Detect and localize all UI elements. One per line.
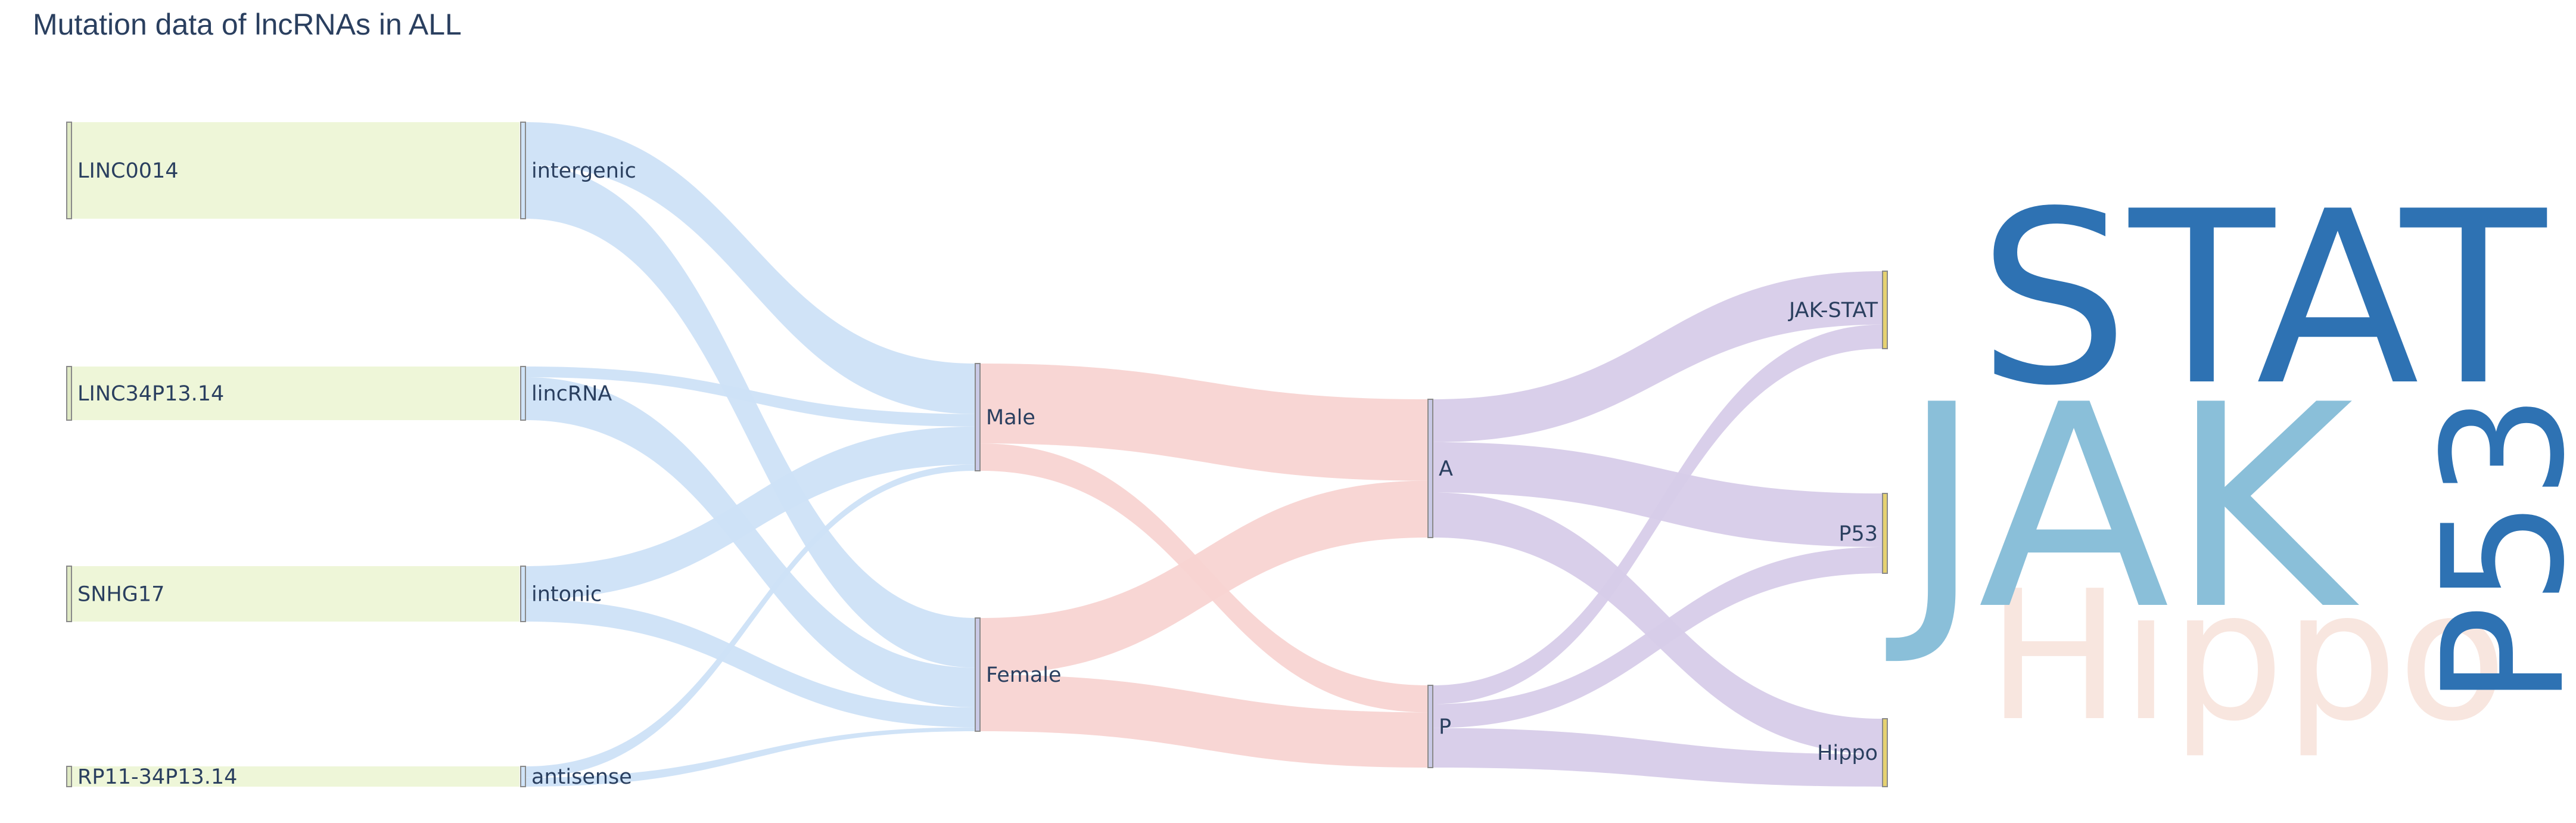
node-P53[interactable]: [1882, 493, 1888, 574]
node-Hippo[interactable]: [1882, 718, 1888, 787]
source-band-SNHG17: [67, 566, 519, 622]
link-A-to-JAK-STAT[interactable]: [1433, 271, 1883, 442]
node-LINC34P13.14[interactable]: [66, 366, 72, 421]
node-label-SNHG17: SNHG17: [77, 583, 164, 607]
node-intonic[interactable]: [520, 566, 526, 622]
node-P[interactable]: [1427, 685, 1433, 768]
wordcloud-word-hippo: Hippo: [1987, 552, 2507, 760]
node-LINC0014[interactable]: [66, 122, 72, 219]
link-Female-to-P[interactable]: [980, 675, 1428, 768]
wordcloud-word-stat: STAT: [1978, 161, 2550, 438]
node-label-P53: P53: [1838, 522, 1878, 546]
link-Female-to-A[interactable]: [980, 480, 1428, 675]
chart-title: Mutation data of lncRNAs in ALL: [33, 8, 462, 41]
link-antisense-to-Male[interactable]: [525, 464, 975, 778]
node-label-antisense: antisense: [531, 765, 632, 789]
node-antisense[interactable]: [520, 766, 526, 787]
source-band-LINC0014: [67, 122, 519, 219]
node-label-RP11-34P13.14: RP11-34P13.14: [77, 765, 237, 789]
node-label-JAK-STAT: JAK-STAT: [1788, 299, 1878, 322]
node-Female[interactable]: [975, 617, 981, 732]
link-intonic-to-Male[interactable]: [525, 426, 975, 600]
node-SNHG17[interactable]: [66, 566, 72, 622]
wordcloud-word-jak: JAK: [1883, 345, 2362, 671]
node-label-Female: Female: [986, 663, 1062, 687]
node-A[interactable]: [1427, 399, 1433, 538]
node-intergenic[interactable]: [520, 122, 526, 219]
link-P-to-JAK-STAT[interactable]: [1433, 324, 1883, 704]
node-label-Hippo: Hippo: [1817, 741, 1878, 765]
node-label-intonic: intonic: [531, 583, 602, 607]
link-P-to-P53[interactable]: [1433, 546, 1883, 728]
link-lincRNA-to-Female[interactable]: [525, 377, 975, 707]
node-lincRNA[interactable]: [520, 366, 526, 421]
sankey-links: [525, 122, 1883, 787]
sankey-node-labels: LINC0014 LINC34P13.14 SNHG17 RP11-34P13.14 i…: [77, 159, 1878, 789]
source-band-LINC34P13.14: [67, 367, 519, 420]
node-label-LINC34P13.14: LINC34P13.14: [77, 382, 224, 406]
node-label-lincRNA: lincRNA: [531, 382, 612, 406]
link-Male-to-A[interactable]: [980, 364, 1428, 481]
link-P-to-Hippo[interactable]: [1433, 728, 1883, 787]
link-A-to-P53[interactable]: [1433, 442, 1883, 547]
node-JAK-STAT[interactable]: [1882, 271, 1888, 349]
link-lincRNA-to-Male[interactable]: [525, 367, 975, 427]
node-label-Male: Male: [986, 406, 1035, 430]
node-Male[interactable]: [975, 363, 981, 471]
node-label-A: A: [1439, 457, 1453, 481]
node-label-P: P: [1439, 715, 1451, 739]
link-A-to-Hippo[interactable]: [1433, 492, 1883, 754]
link-intergenic-to-Female[interactable]: [525, 165, 975, 668]
node-RP11-34P13.14[interactable]: [66, 766, 72, 787]
link-intergenic-to-Male[interactable]: [525, 122, 975, 414]
sankey-nodes: [66, 122, 1888, 787]
node-label-intergenic: intergenic: [531, 159, 636, 183]
wordcloud-word-p53: P53: [2407, 393, 2576, 706]
node-label-LINC0014: LINC0014: [77, 159, 179, 183]
link-intonic-to-Female[interactable]: [525, 599, 975, 728]
link-antisense-to-Female[interactable]: [525, 727, 975, 787]
source-band-RP11-34P13.14: [67, 766, 519, 787]
